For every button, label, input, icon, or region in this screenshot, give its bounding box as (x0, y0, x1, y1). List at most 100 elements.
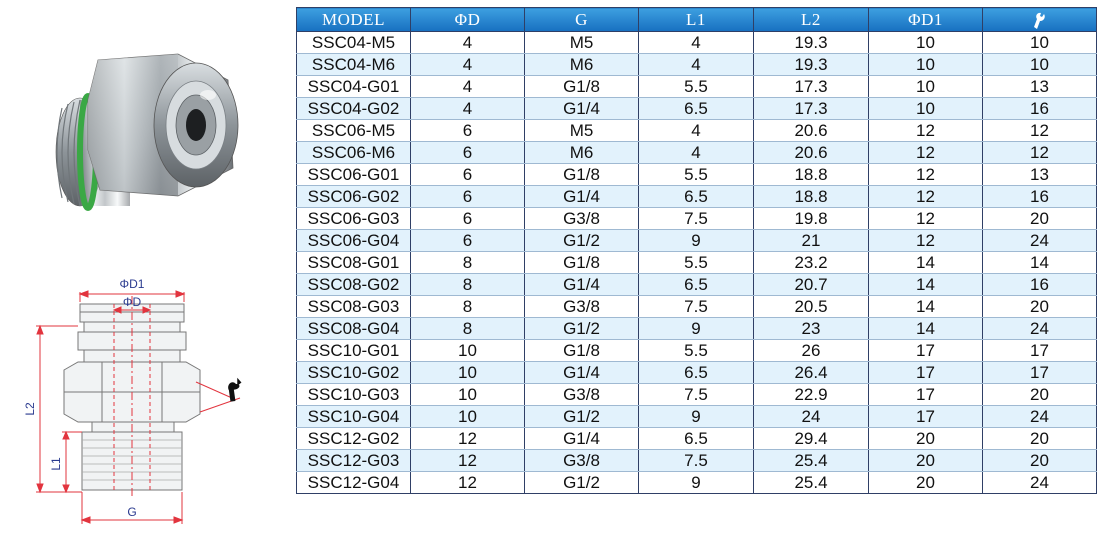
label-d: ΦD (123, 295, 142, 309)
cell-l2: 18.8 (753, 185, 869, 208)
cell-model: SSC10-G03 (296, 383, 411, 406)
cell-l1: 4 (638, 119, 754, 142)
header-l1: L1 (638, 7, 754, 32)
cell-d: 4 (410, 53, 525, 76)
cell-wrench: 16 (982, 185, 1097, 208)
cell-d1: 20 (868, 427, 983, 450)
cell-l1: 9 (638, 229, 754, 252)
cell-l2: 20.6 (753, 141, 869, 164)
cell-g: M6 (524, 141, 639, 164)
cell-d: 6 (410, 141, 525, 164)
cell-d1: 20 (868, 449, 983, 472)
table-row: SSC04-G01 4 G1/8 5.5 17.3 10 13 (296, 75, 1097, 98)
header-g: G (524, 7, 639, 32)
cell-wrench: 13 (982, 163, 1097, 186)
table-row: SSC06-M6 6 M6 4 20.6 12 12 (296, 141, 1097, 164)
cell-d1: 14 (868, 251, 983, 274)
cell-d: 6 (410, 229, 525, 252)
cell-d: 12 (410, 449, 525, 472)
table-row: SSC06-G04 6 G1/2 9 21 12 24 (296, 229, 1097, 252)
cell-d: 10 (410, 361, 525, 384)
label-l2: L2 (23, 402, 37, 416)
table-header-row: MODEL ΦD G L1 L2 ΦD1 (296, 7, 1097, 32)
cell-wrench: 10 (982, 31, 1097, 54)
cell-l2: 19.8 (753, 207, 869, 230)
table-row: SSC10-G01 10 G1/8 5.5 26 17 17 (296, 339, 1097, 362)
cell-l2: 20.6 (753, 119, 869, 142)
cell-l1: 9 (638, 405, 754, 428)
cell-l2: 21 (753, 229, 869, 252)
push-in-fitting-photo (55, 53, 239, 211)
cell-d1: 10 (868, 53, 983, 76)
cell-l1: 6.5 (638, 361, 754, 384)
cell-model: SSC08-G02 (296, 273, 411, 296)
header-d: ΦD (410, 7, 525, 32)
table-row: SSC12-G03 12 G3/8 7.5 25.4 20 20 (296, 449, 1097, 472)
cell-d1: 10 (868, 97, 983, 120)
product-photo (28, 40, 258, 218)
cell-l2: 20.5 (753, 295, 869, 318)
cell-g: G3/8 (524, 383, 639, 406)
cell-g: M5 (524, 119, 639, 142)
cell-g: G3/8 (524, 295, 639, 318)
cell-model: SSC04-M6 (296, 53, 411, 76)
cell-g: G3/8 (524, 207, 639, 230)
table-row: SSC06-G02 6 G1/4 6.5 18.8 12 16 (296, 185, 1097, 208)
cell-wrench: 24 (982, 405, 1097, 428)
cell-model: SSC04-M5 (296, 31, 411, 54)
cell-l1: 4 (638, 53, 754, 76)
cell-d1: 12 (868, 207, 983, 230)
cell-model: SSC10-G04 (296, 405, 411, 428)
label-g: G (127, 505, 136, 519)
cell-d1: 10 (868, 31, 983, 54)
cell-d: 4 (410, 97, 525, 120)
cell-wrench: 10 (982, 53, 1097, 76)
cell-g: G1/8 (524, 339, 639, 362)
cell-g: G1/4 (524, 97, 639, 120)
cell-d1: 10 (868, 75, 983, 98)
cell-wrench: 24 (982, 229, 1097, 252)
table-row: SSC08-G01 8 G1/8 5.5 23.2 14 14 (296, 251, 1097, 274)
cell-g: G1/4 (524, 185, 639, 208)
cell-l1: 7.5 (638, 449, 754, 472)
cell-model: SSC06-G01 (296, 163, 411, 186)
cell-l2: 18.8 (753, 163, 869, 186)
cell-wrench: 13 (982, 75, 1097, 98)
cell-g: G1/8 (524, 251, 639, 274)
cell-l2: 26.4 (753, 361, 869, 384)
cell-l1: 9 (638, 471, 754, 494)
table-row: SSC06-M5 6 M5 4 20.6 12 12 (296, 119, 1097, 142)
table-row: SSC04-M5 4 M5 4 19.3 10 10 (296, 31, 1097, 54)
cell-model: SSC10-G01 (296, 339, 411, 362)
table-row: SSC10-G02 10 G1/4 6.5 26.4 17 17 (296, 361, 1097, 384)
cell-l1: 5.5 (638, 75, 754, 98)
cell-model: SSC06-M6 (296, 141, 411, 164)
cell-g: G1/2 (524, 471, 639, 494)
cell-d1: 17 (868, 405, 983, 428)
cell-wrench: 20 (982, 383, 1097, 406)
cell-d: 8 (410, 295, 525, 318)
cell-l1: 4 (638, 141, 754, 164)
cell-d: 6 (410, 207, 525, 230)
cell-model: SSC08-G04 (296, 317, 411, 340)
cell-g: G3/8 (524, 449, 639, 472)
table-row: SSC08-G04 8 G1/2 9 23 14 24 (296, 317, 1097, 340)
cell-l1: 5.5 (638, 163, 754, 186)
table-row: SSC12-G02 12 G1/4 6.5 29.4 20 20 (296, 427, 1097, 450)
cell-model: SSC08-G03 (296, 295, 411, 318)
cell-l2: 17.3 (753, 97, 869, 120)
table-row: SSC10-G03 10 G3/8 7.5 22.9 17 20 (296, 383, 1097, 406)
cell-l2: 25.4 (753, 449, 869, 472)
wrench-icon (228, 377, 242, 402)
cell-d1: 17 (868, 339, 983, 362)
cell-d1: 12 (868, 185, 983, 208)
header-d1: ΦD1 (868, 7, 983, 32)
cell-model: SSC04-G01 (296, 75, 411, 98)
cell-l2: 25.4 (753, 471, 869, 494)
cell-d: 8 (410, 251, 525, 274)
cell-wrench: 12 (982, 119, 1097, 142)
cell-g: M5 (524, 31, 639, 54)
cell-l2: 26 (753, 339, 869, 362)
cell-wrench: 16 (982, 97, 1097, 120)
